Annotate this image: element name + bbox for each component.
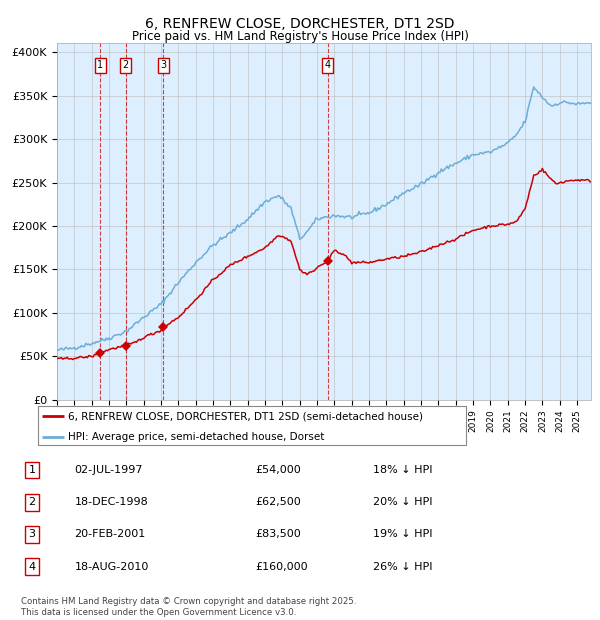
Text: £62,500: £62,500 [255,497,301,507]
Text: 19% ↓ HPI: 19% ↓ HPI [373,529,433,539]
Text: 18% ↓ HPI: 18% ↓ HPI [373,465,433,475]
Text: 3: 3 [29,529,35,539]
Text: HPI: Average price, semi-detached house, Dorset: HPI: Average price, semi-detached house,… [68,432,325,442]
Text: 18-AUG-2010: 18-AUG-2010 [74,562,149,572]
Text: Price paid vs. HM Land Registry's House Price Index (HPI): Price paid vs. HM Land Registry's House … [131,30,469,43]
Text: 2: 2 [29,497,35,507]
Text: 02-JUL-1997: 02-JUL-1997 [74,465,143,475]
Text: 1: 1 [29,465,35,475]
Text: £160,000: £160,000 [255,562,308,572]
Text: 2: 2 [122,60,129,70]
Text: £54,000: £54,000 [255,465,301,475]
Text: 3: 3 [160,60,166,70]
Text: 1: 1 [97,60,103,70]
Text: £83,500: £83,500 [255,529,301,539]
Text: 4: 4 [325,60,331,70]
Text: Contains HM Land Registry data © Crown copyright and database right 2025.
This d: Contains HM Land Registry data © Crown c… [21,598,356,617]
Text: 18-DEC-1998: 18-DEC-1998 [74,497,148,507]
Text: 6, RENFREW CLOSE, DORCHESTER, DT1 2SD: 6, RENFREW CLOSE, DORCHESTER, DT1 2SD [145,17,455,32]
Text: 20% ↓ HPI: 20% ↓ HPI [373,497,433,507]
FancyBboxPatch shape [38,407,466,445]
Text: 6, RENFREW CLOSE, DORCHESTER, DT1 2SD (semi-detached house): 6, RENFREW CLOSE, DORCHESTER, DT1 2SD (s… [68,412,424,422]
Text: 4: 4 [29,562,35,572]
Text: 20-FEB-2001: 20-FEB-2001 [74,529,146,539]
Text: 26% ↓ HPI: 26% ↓ HPI [373,562,433,572]
